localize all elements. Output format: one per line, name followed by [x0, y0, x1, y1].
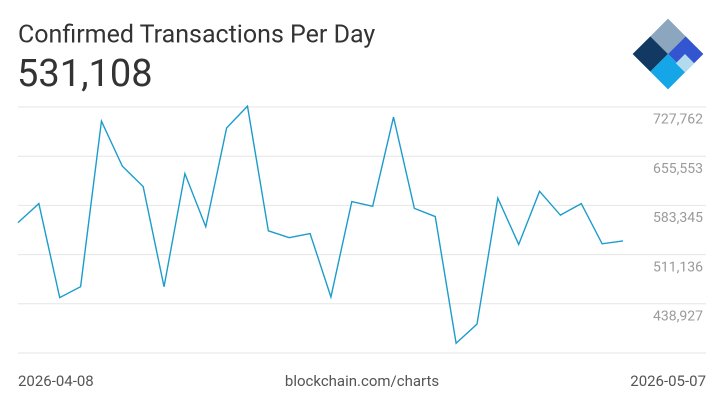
- y-tick-label: 655,553: [653, 161, 703, 177]
- y-tick-label: 438,927: [653, 309, 703, 325]
- data-line: [17, 104, 624, 345]
- logo: [632, 18, 704, 90]
- x-tick-label: 2026-05-07: [630, 372, 706, 390]
- chart-title: Confirmed Transactions Per Day: [18, 21, 375, 50]
- source: blockchain.com/charts: [285, 372, 439, 390]
- y-tick-label: 511,136: [653, 259, 703, 275]
- headline-value: 531,108: [17, 52, 153, 96]
- x-tick-label: 2026-04-08: [18, 372, 94, 390]
- y-tick-label: 727,762: [653, 112, 703, 128]
- y-tick-label: 583,345: [653, 210, 703, 226]
